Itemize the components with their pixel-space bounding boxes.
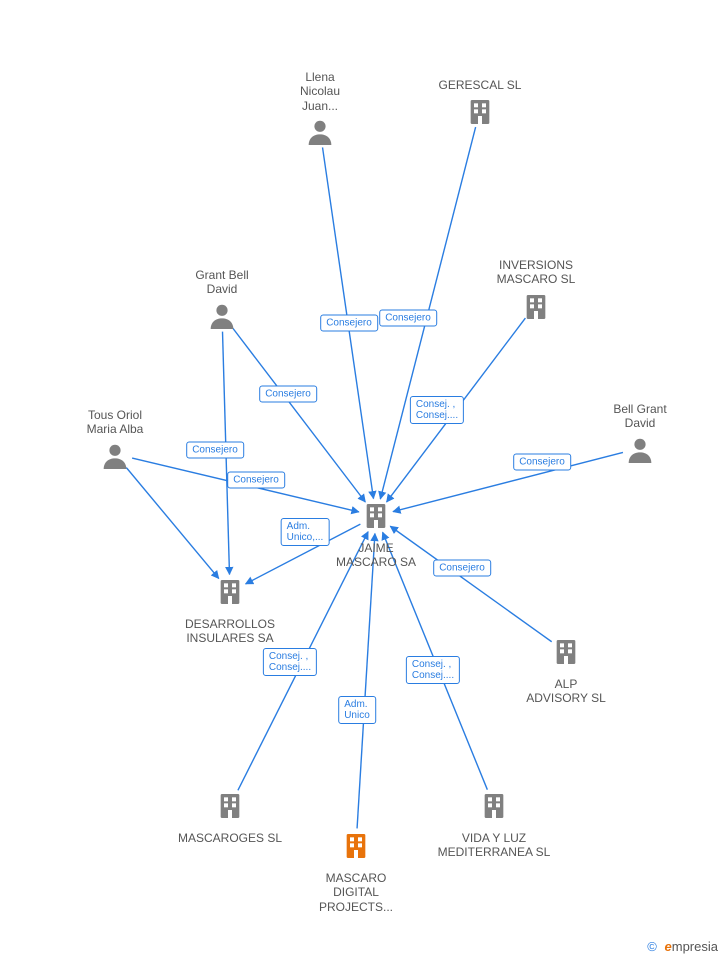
node-label: VIDA Y LUZ MEDITERRANEA SL xyxy=(424,831,564,860)
node-mascarodig[interactable]: MASCARO DIGITAL PROJECTS... xyxy=(286,830,426,914)
edge-label: Consejero xyxy=(227,472,285,489)
node-vida[interactable]: VIDA Y LUZ MEDITERRANEA SL xyxy=(424,790,564,860)
node-llena[interactable]: Llena Nicolau Juan... xyxy=(250,70,390,154)
node-label: Bell Grant David xyxy=(570,402,710,431)
node-label: Llena Nicolau Juan... xyxy=(250,70,390,113)
building-icon xyxy=(286,830,426,867)
node-alp[interactable]: ALP ADVISORY SL xyxy=(496,636,636,706)
copyright-symbol: © xyxy=(647,939,657,954)
edge-label: Adm. Unico,... xyxy=(281,518,330,546)
edge-tous-desarrollos xyxy=(126,468,218,579)
node-label: MASCARO DIGITAL PROJECTS... xyxy=(286,871,426,914)
brand-rest: mpresia xyxy=(672,939,718,954)
edge-label: Consej. , Consej.... xyxy=(410,396,464,424)
node-inversions[interactable]: INVERSIONS MASCARO SL xyxy=(466,258,606,328)
node-grant[interactable]: Grant Bell David xyxy=(152,268,292,338)
edge-label: Consejero xyxy=(379,310,437,327)
node-tous[interactable]: Tous Oriol Maria Alba xyxy=(45,408,185,478)
edge-label: Consejero xyxy=(259,386,317,403)
footer-brand: © empresia xyxy=(647,939,718,954)
node-label: GERESCAL SL xyxy=(410,78,550,92)
node-label: DESARROLLOS INSULARES SA xyxy=(160,617,300,646)
person-icon xyxy=(152,301,292,338)
building-icon xyxy=(160,790,300,827)
person-icon xyxy=(45,441,185,478)
edge-label: Consejero xyxy=(186,442,244,459)
person-icon xyxy=(250,117,390,154)
node-label: Grant Bell David xyxy=(152,268,292,297)
edge-label: Consejero xyxy=(320,315,378,332)
edge-label: Consejero xyxy=(513,454,571,471)
node-desarrollos[interactable]: DESARROLLOS INSULARES SA xyxy=(160,576,300,646)
person-icon xyxy=(570,435,710,472)
edge-label: Consejero xyxy=(433,560,491,577)
node-mascaroges[interactable]: MASCAROGES SL xyxy=(160,790,300,845)
building-icon xyxy=(410,96,550,133)
node-label: ALP ADVISORY SL xyxy=(496,677,636,706)
node-label: Tous Oriol Maria Alba xyxy=(45,408,185,437)
building-icon xyxy=(160,576,300,613)
brand-e: e xyxy=(665,939,672,954)
edge-label: Consej. , Consej.... xyxy=(263,648,317,676)
edge-mascarodig-jaime xyxy=(357,534,375,829)
node-label: INVERSIONS MASCARO SL xyxy=(466,258,606,287)
node-gerescal[interactable]: GERESCAL SL xyxy=(410,78,550,133)
building-icon xyxy=(466,291,606,328)
building-icon xyxy=(496,636,636,673)
building-icon xyxy=(424,790,564,827)
edge-label: Consej. , Consej.... xyxy=(406,656,460,684)
node-bellgrant[interactable]: Bell Grant David xyxy=(570,402,710,472)
node-label: MASCAROGES SL xyxy=(160,831,300,845)
edge-label: Adm. Unico xyxy=(338,696,376,724)
